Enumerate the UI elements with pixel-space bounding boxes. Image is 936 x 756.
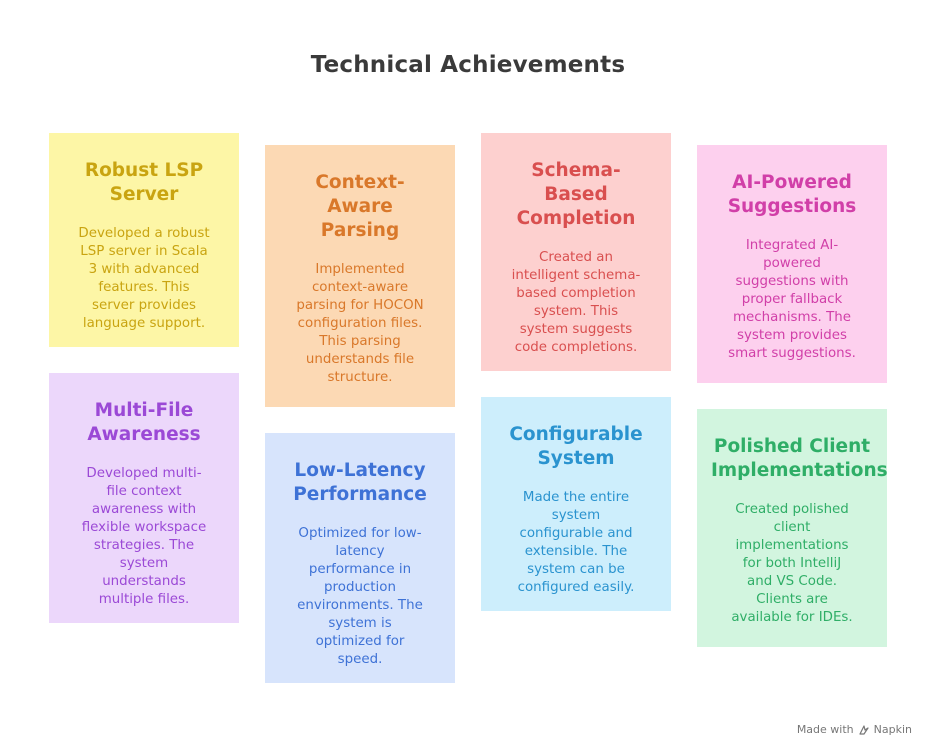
card-title: Low-Latency Performance — [293, 460, 427, 505]
card-title: Multi-File Awareness — [87, 400, 201, 445]
card-title: Context- Aware Parsing — [315, 172, 405, 241]
card-polished-client-implementations: Polished Client Implementations Created … — [697, 409, 888, 647]
card-context-aware-parsing: Context- Aware Parsing Implemented conte… — [265, 145, 455, 407]
card-configurable-system: Configurable System Made the entire syst… — [481, 397, 671, 611]
card-robust-lsp-server: Robust LSP Server Developed a robust LSP… — [49, 133, 239, 347]
card-body: Developed multi- file context awareness … — [81, 466, 207, 607]
card-title: Polished Client Implementations — [711, 436, 888, 481]
card-body: Developed a robust LSP server in Scala 3… — [78, 226, 210, 331]
card-low-latency-performance: Low-Latency Performance Optimized for lo… — [265, 433, 455, 683]
card-body: Integrated AI- powered suggestions with … — [728, 238, 856, 361]
card-schema-based-completion: Schema- Based Completion Created an inte… — [481, 133, 671, 371]
card-title: Schema- Based Completion — [516, 160, 636, 229]
made-with-label: Made with — [796, 723, 854, 736]
card-multi-file-awareness: Multi-File Awareness Developed multi- fi… — [49, 373, 239, 623]
brand-label: Napkin — [873, 723, 912, 736]
card-body: Optimized for low- latency performance i… — [297, 526, 423, 667]
card-body: Created polished client implementations … — [731, 502, 853, 625]
card-title: Configurable System — [509, 424, 643, 469]
card-title: AI-Powered Suggestions — [727, 172, 857, 217]
card-body: Created an intelligent schema- based com… — [511, 250, 641, 355]
card-body: Implemented context-aware parsing for HO… — [296, 262, 424, 385]
napkin-logo-icon — [858, 724, 870, 736]
page-title: Technical Achievements — [310, 52, 626, 78]
card-ai-powered-suggestions: AI-Powered Suggestions Integrated AI- po… — [697, 145, 887, 383]
card-title: Robust LSP Server — [84, 160, 204, 205]
footer-credit: Made with Napkin — [797, 723, 912, 736]
card-body: Made the entire system configurable and … — [517, 490, 635, 595]
